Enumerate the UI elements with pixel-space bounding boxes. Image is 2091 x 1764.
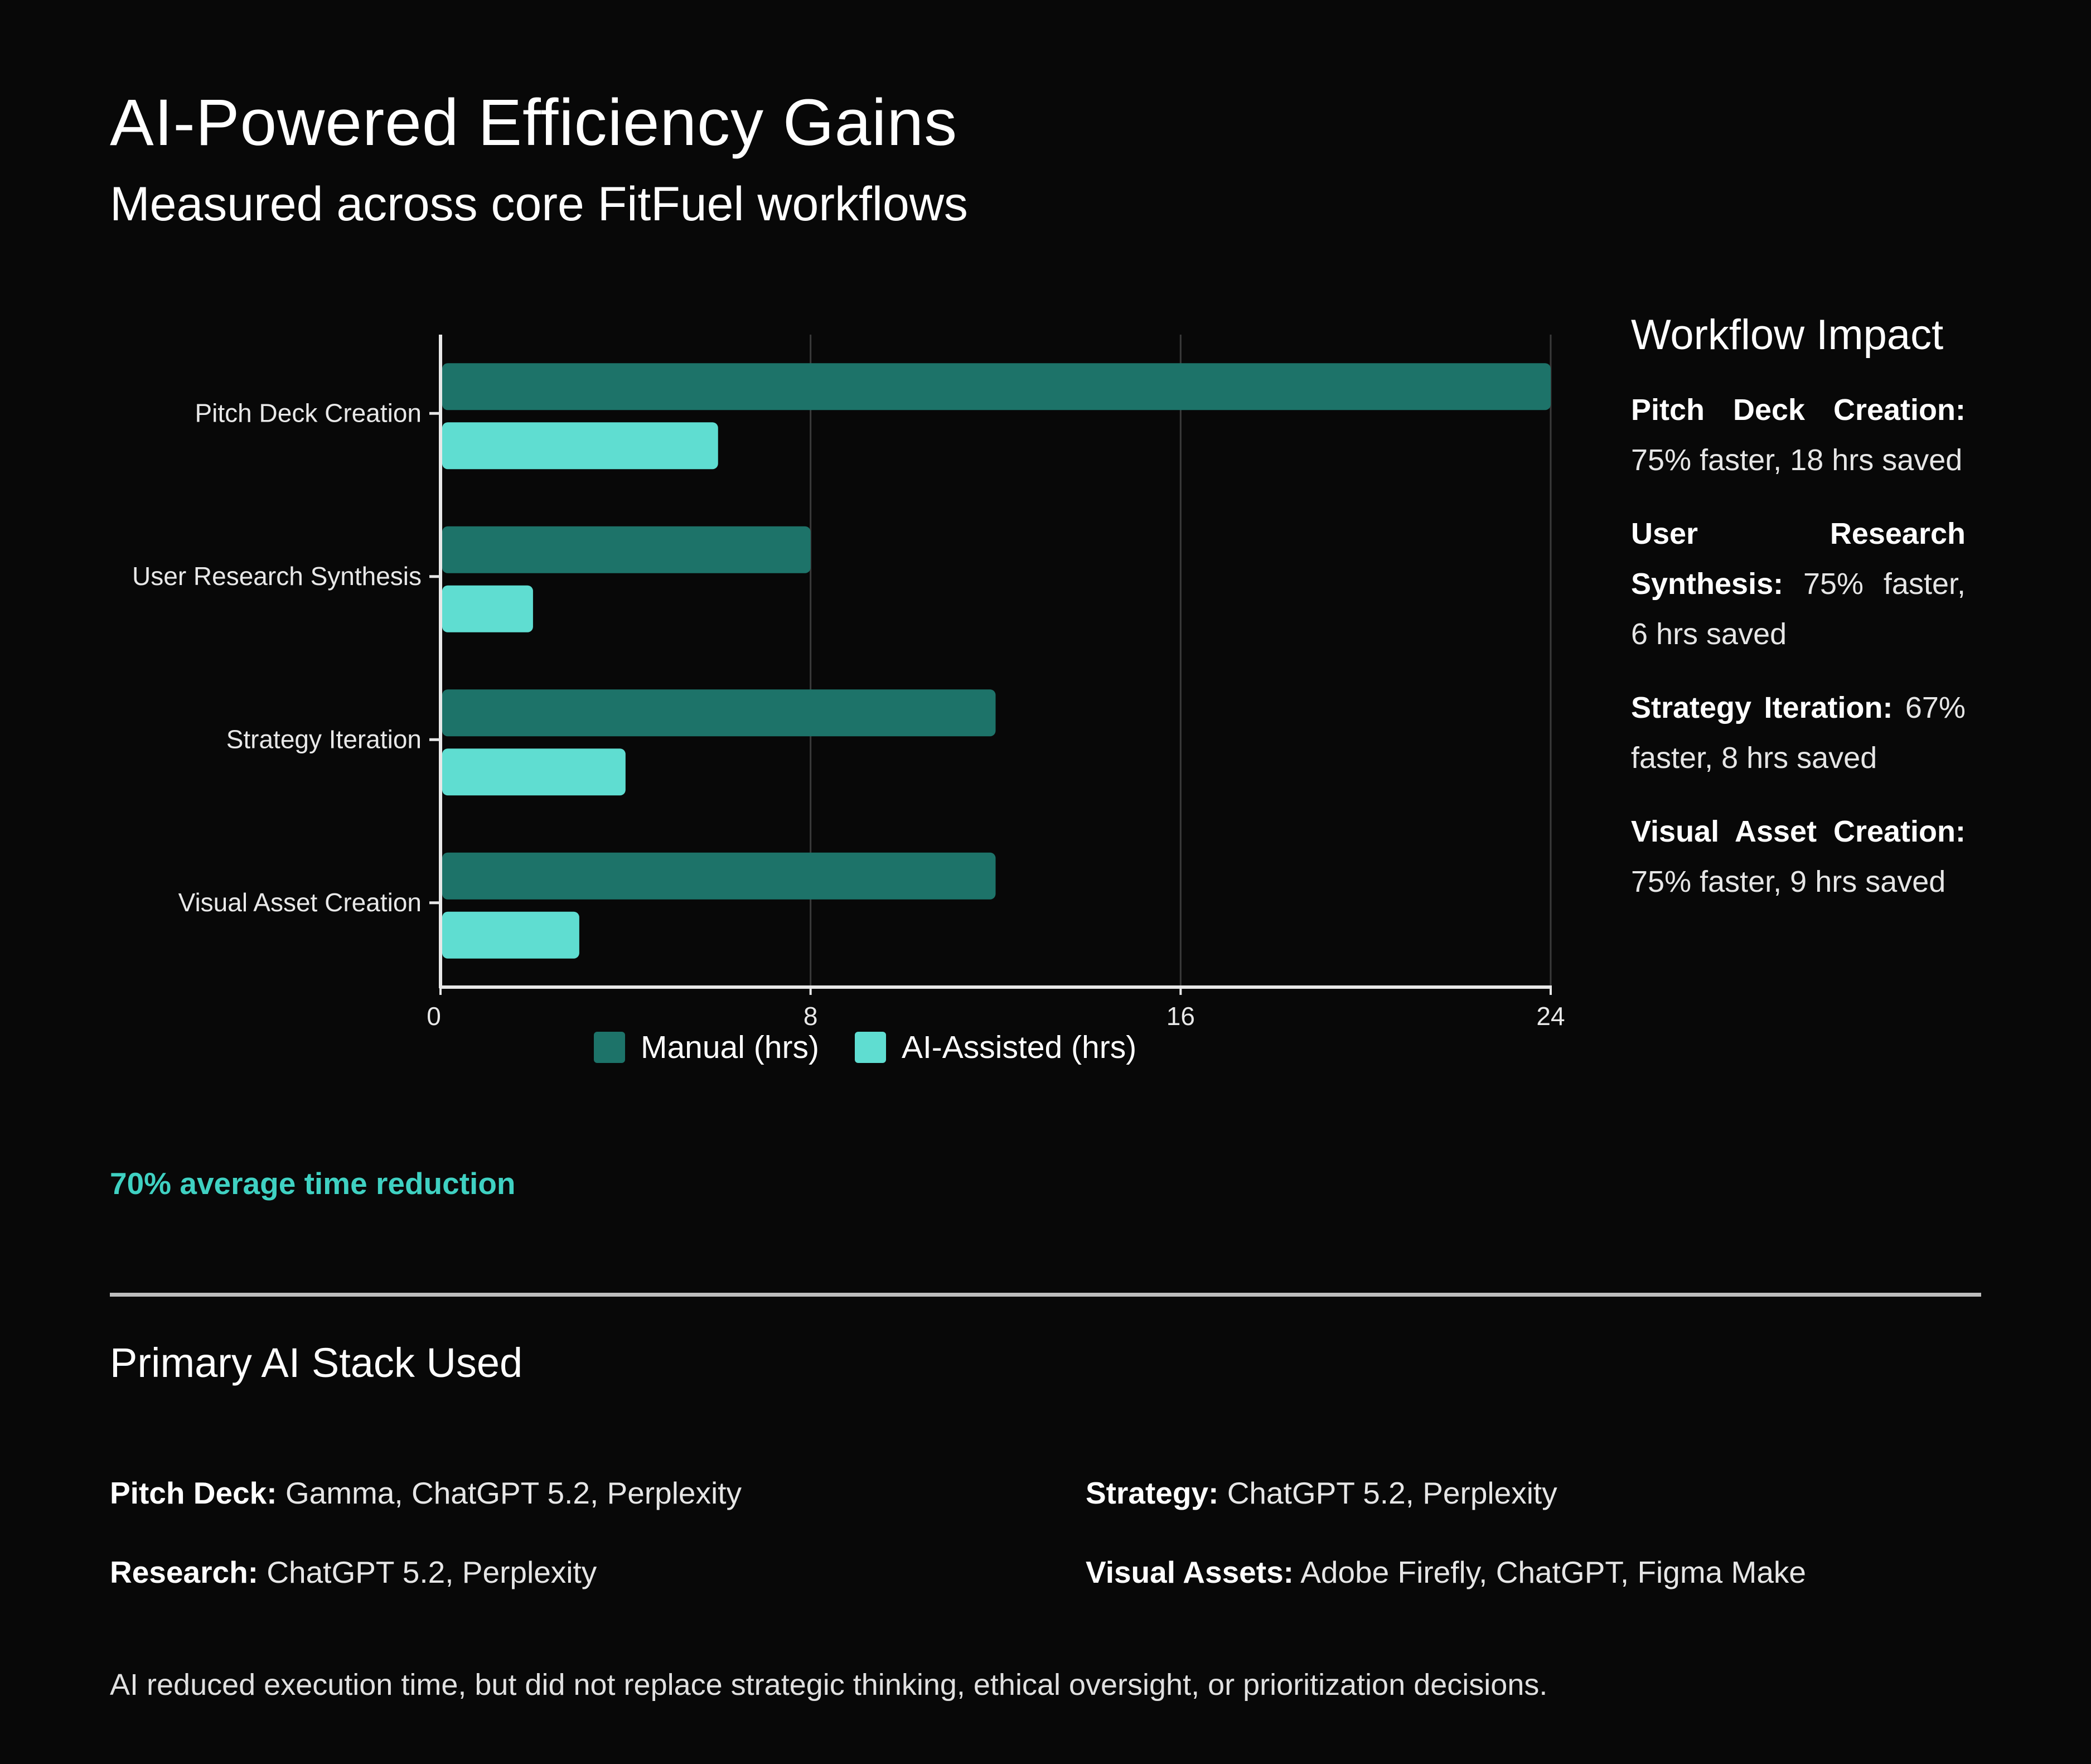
stack-item-label: Research: [110, 1555, 258, 1589]
impact-item: Strategy Iteration: 67% faster, 8 hrs sa… [1631, 683, 1966, 783]
bar-manual [442, 363, 1551, 410]
x-tick-label: 24 [1536, 1002, 1565, 1031]
impact-item-label: Visual Asset Creation: [1631, 815, 1966, 849]
y-category-label: User Research Synthesis [132, 562, 422, 591]
impact-item-text: 75% faster, 6 hrs saved [1631, 567, 1966, 651]
legend-entry-manual: Manual (hrs) [594, 1029, 819, 1066]
legend-label-ai: AI-Assisted (hrs) [901, 1030, 1137, 1065]
stack-item-research: Research: ChatGPT 5.2, Perplexity [110, 1554, 597, 1590]
section-divider [110, 1293, 1981, 1297]
y-category-label: Strategy Iteration [226, 724, 422, 753]
impact-item-label: Pitch Deck Creation: [1631, 393, 1966, 427]
impact-item-text: 67% faster, 8 hrs saved [1631, 691, 1966, 775]
x-tick-label: 8 [804, 1002, 818, 1031]
stack-item-label: Strategy: [1086, 1476, 1219, 1510]
bar-ai-assisted [442, 422, 718, 470]
impact-item: User Research Synthesis: 75% faster, 6 h… [1631, 509, 1966, 659]
stack-item-pitch-deck: Pitch Deck: Gamma, ChatGPT 5.2, Perplexi… [110, 1475, 742, 1511]
ai-stack-title: Primary AI Stack Used [110, 1340, 523, 1386]
page-title: AI-Powered Efficiency Gains [110, 86, 958, 160]
bar-manual [442, 526, 811, 573]
impact-item-label: User Research Synthesis: [1631, 517, 1966, 601]
legend-swatch-ai [854, 1032, 886, 1063]
bar-ai-assisted [442, 585, 533, 632]
legend-label-manual: Manual (hrs) [641, 1030, 819, 1065]
stack-item-text: ChatGPT 5.2, Perplexity [1227, 1476, 1557, 1510]
efficiency-bar-chart: 0 8 16 24 Pitch Deck Creation User Research S… [132, 335, 1565, 1031]
workflow-impact-title: Workflow Impact [1631, 311, 1944, 359]
bar-manual [442, 689, 996, 737]
stack-item-text: ChatGPT 5.2, Perplexity [267, 1555, 597, 1589]
stack-item-text: Gamma, ChatGPT 5.2, Perplexity [285, 1476, 742, 1510]
bar-ai-assisted [442, 911, 579, 959]
stack-item-strategy: Strategy: ChatGPT 5.2, Perplexity [1086, 1475, 1557, 1511]
impact-item: Pitch Deck Creation: 75% faster, 18 hrs … [1631, 385, 1966, 485]
impact-item-text: 75% faster, 9 hrs saved [1631, 865, 1946, 899]
legend-swatch-manual [594, 1032, 625, 1063]
legend-entry-ai: AI-Assisted (hrs) [854, 1029, 1137, 1066]
y-category-label: Pitch Deck Creation [195, 398, 422, 427]
page-subtitle: Measured across core FitFuel workflows [110, 177, 968, 231]
y-category-label: Visual Asset Creation [178, 888, 422, 917]
average-reduction-highlight: 70% average time reduction [110, 1166, 516, 1201]
impact-item: Visual Asset Creation: 75% faster, 9 hrs… [1631, 806, 1966, 907]
bar-ai-assisted [442, 748, 626, 796]
stack-item-text: Adobe Firefly, ChatGPT, Figma Make [1300, 1555, 1807, 1589]
stack-item-label: Visual Assets: [1086, 1555, 1294, 1589]
impact-item-text: 75% faster, 18 hrs saved [1631, 443, 1963, 477]
x-tick-label: 0 [427, 1002, 441, 1031]
bar-manual [442, 852, 996, 900]
chart-legend: Manual (hrs) AI-Assisted (hrs) [594, 1029, 1172, 1066]
stack-item-visual-assets: Visual Assets: Adobe Firefly, ChatGPT, F… [1086, 1554, 1806, 1590]
footnote: AI reduced execution time, but did not r… [110, 1668, 1548, 1702]
impact-item-label: Strategy Iteration: [1631, 691, 1893, 725]
workflow-impact-panel: Workflow Impact Pitch Deck Creation: 75%… [1631, 310, 1966, 930]
x-tick-label: 16 [1166, 1002, 1195, 1031]
stack-item-label: Pitch Deck: [110, 1476, 277, 1510]
